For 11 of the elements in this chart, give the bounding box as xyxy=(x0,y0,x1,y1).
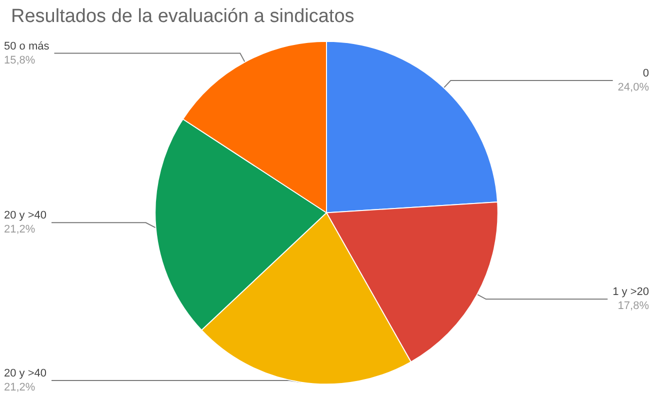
data-label: 21,2% xyxy=(4,382,36,394)
slice-label: 50 o más xyxy=(4,40,50,52)
slice-label: 1 y >20 xyxy=(612,286,649,298)
slice-label: 20 y >40 xyxy=(4,210,47,222)
chart-title: Resultados de la evaluación a sindicatos xyxy=(11,6,354,27)
data-label: 24,0% xyxy=(618,82,650,94)
data-label: 15,8% xyxy=(4,54,36,66)
data-label: 17,8% xyxy=(618,300,650,312)
slice-label: 20 y >40 xyxy=(4,368,47,380)
data-label: 21,2% xyxy=(4,224,36,236)
slice-label: 0 xyxy=(642,68,649,80)
